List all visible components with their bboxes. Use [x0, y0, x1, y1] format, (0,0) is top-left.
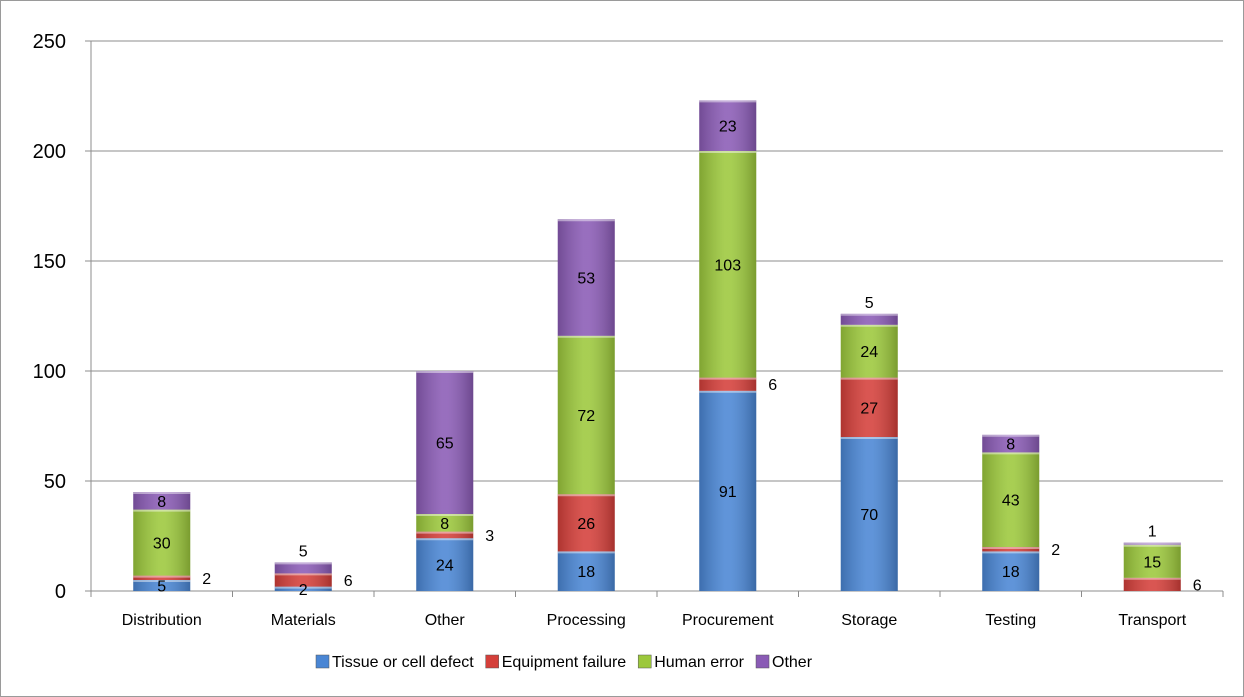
y-tick-label: 50 [44, 471, 66, 493]
x-tick-label: Testing [985, 612, 1036, 629]
x-tick-label: Storage [841, 612, 897, 629]
data-label: 53 [577, 271, 595, 288]
bar-segment-shade [840, 377, 898, 437]
legend-item: Other [755, 654, 813, 671]
x-tick-label: Other [425, 612, 466, 629]
bar-segment-shade [416, 514, 474, 532]
data-label: 2 [1051, 542, 1060, 559]
bar-segment-shade [982, 551, 1040, 591]
bar-segment-shade [1123, 542, 1181, 545]
legend-label: Other [772, 654, 813, 671]
data-label: 72 [577, 408, 595, 425]
bar-segment-shade [1123, 577, 1181, 591]
legend-item: Tissue or cell defect [315, 654, 474, 671]
x-tick-label: Transport [1118, 612, 1186, 629]
data-label: 24 [436, 558, 454, 575]
y-tick-label: 100 [33, 361, 66, 383]
bar-segment-shade [982, 434, 1040, 453]
bar-segment-shade [133, 509, 191, 576]
data-label: 30 [153, 536, 171, 553]
data-label: 8 [157, 494, 166, 511]
bar-segment-shade [699, 100, 757, 151]
x-tick-label: Materials [271, 612, 336, 629]
x-tick-label: Processing [547, 612, 626, 629]
data-label: 70 [860, 507, 878, 524]
bar-segment-shade [274, 573, 332, 587]
data-label: 26 [577, 516, 595, 533]
data-label: 103 [714, 257, 741, 274]
legend-swatch [755, 654, 770, 669]
bar-segment-shade [416, 371, 474, 514]
data-label: 23 [719, 119, 737, 136]
data-label: 2 [202, 571, 211, 588]
bar-segment-shade [840, 313, 898, 325]
bar-segment-shade [416, 538, 474, 591]
bar-segment-shade [1123, 544, 1181, 578]
x-tick-label: Procurement [682, 612, 774, 629]
y-tick-label: 0 [55, 581, 66, 603]
data-label: 2 [299, 582, 308, 599]
data-label: 8 [440, 516, 449, 533]
bar-segment-shade [699, 390, 757, 591]
legend-swatch [637, 654, 652, 669]
data-label: 5 [299, 543, 308, 560]
bar-segment-shade [133, 575, 191, 580]
bar-segment-shade [840, 324, 898, 378]
bar-segment-shade [840, 437, 898, 591]
bar-segment-shade [557, 335, 615, 495]
legend-label: Tissue or cell defect [332, 654, 474, 671]
data-label: 91 [719, 484, 737, 501]
bar-segment-shade [274, 586, 332, 591]
data-label: 43 [1002, 493, 1020, 510]
data-label: 18 [577, 564, 595, 581]
y-tick-label: 250 [33, 31, 66, 53]
data-label: 8 [1006, 437, 1015, 454]
bar-segment-shade [557, 551, 615, 591]
bar-segment-shade [274, 562, 332, 574]
data-label: 3 [485, 528, 494, 545]
bar-segment-shade [133, 492, 191, 510]
data-label: 5 [865, 295, 874, 312]
bar-segment-shade [982, 452, 1040, 547]
data-label: 1 [1148, 524, 1157, 541]
y-tick-label: 150 [33, 251, 66, 273]
data-label: 5 [157, 579, 166, 596]
legend-item: Equipment failure [485, 654, 627, 671]
bar-segment-shade [133, 580, 191, 591]
legend-item: Human error [637, 654, 745, 671]
bar-segment-shade [982, 547, 1040, 552]
data-label: 6 [1193, 577, 1202, 594]
data-label: 6 [344, 573, 353, 590]
bar-segment-shade [699, 377, 757, 391]
legend-label: Human error [654, 654, 744, 671]
data-label: 65 [436, 436, 454, 453]
bar-segment-shade [416, 531, 474, 539]
legend-swatch [315, 654, 330, 669]
data-label: 6 [768, 377, 777, 394]
bar-segment-shade [557, 494, 615, 552]
data-label: 15 [1143, 554, 1161, 571]
legend-swatch [485, 654, 499, 669]
bar-segment-shade [557, 219, 615, 336]
y-tick-label: 200 [33, 141, 66, 163]
x-tick-label: Distribution [122, 612, 202, 629]
data-label: 24 [860, 344, 878, 361]
data-label: 18 [1002, 564, 1020, 581]
data-label: 27 [860, 400, 878, 417]
legend-label: Equipment failure [502, 654, 627, 671]
bar-segment-shade [699, 151, 757, 378]
